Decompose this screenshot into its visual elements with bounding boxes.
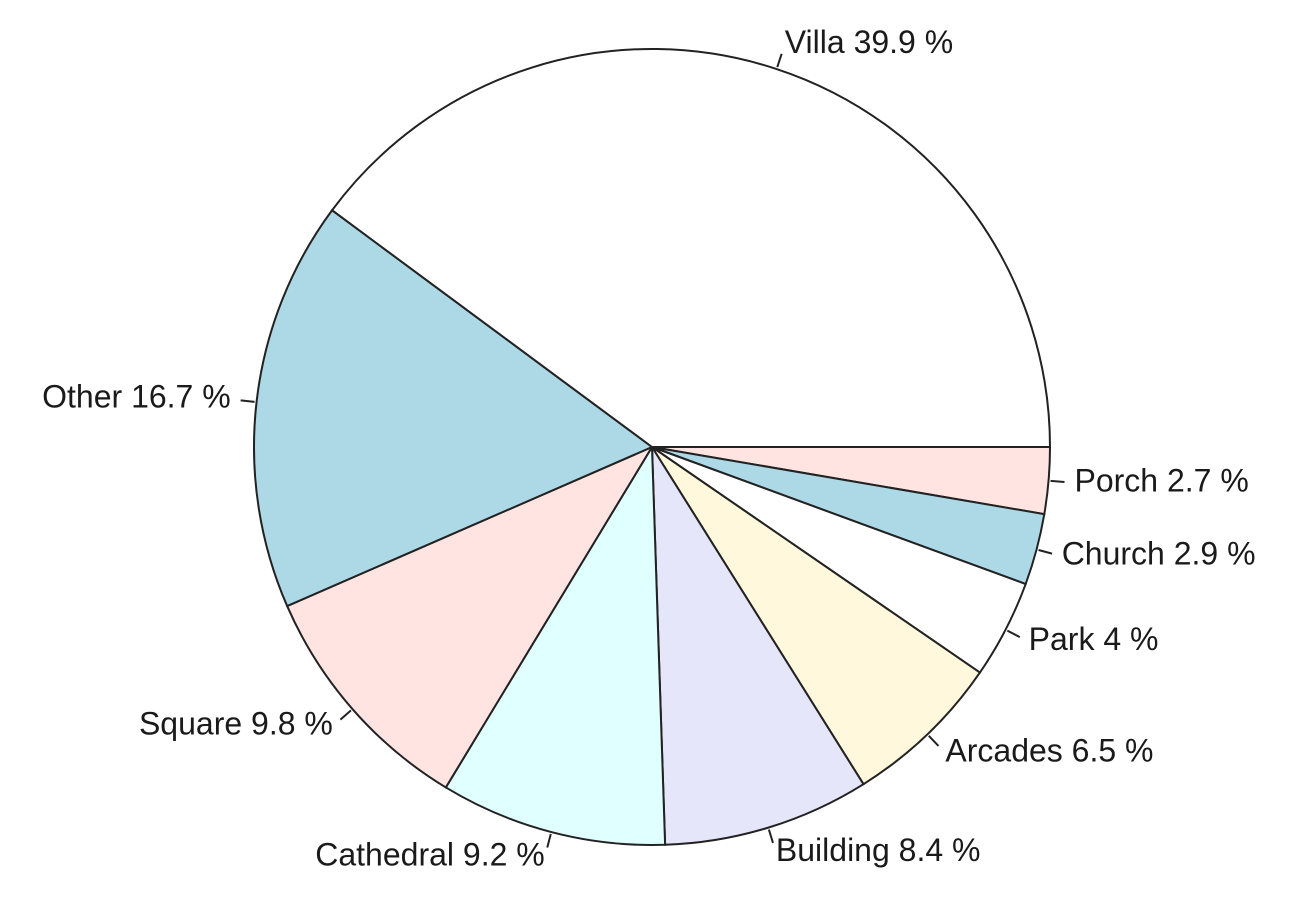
label-tick-church <box>1038 549 1053 555</box>
slice-labels: Porch 2.7 % Church 2.9 % Park 4 % Arcades 6… <box>42 24 1255 873</box>
slice-label-square: Square 9.8 % <box>139 706 333 742</box>
slice-label-building: Building 8.4 % <box>776 832 981 868</box>
pie-slice-other <box>253 208 654 608</box>
slice-label-villa: Villa 39.9 % <box>785 24 953 60</box>
slice-label-park: Park 4 % <box>1029 621 1159 657</box>
slice-label-porch: Porch 2.7 % <box>1074 462 1248 498</box>
label-tick-villa <box>776 53 783 68</box>
pie-slice-square <box>285 444 655 789</box>
label-tick-building <box>767 829 774 844</box>
pie-slices <box>253 48 1052 846</box>
pie-slice-building <box>650 443 865 846</box>
label-tick-park <box>1006 629 1021 638</box>
label-tick-porch <box>1050 479 1065 484</box>
label-tick-cathedral <box>546 833 552 848</box>
slice-label-church: Church 2.9 % <box>1062 536 1256 572</box>
label-ticks <box>240 53 1065 848</box>
pie-slice-villa <box>330 48 1052 448</box>
label-tick-arcades <box>928 735 940 747</box>
pie-slice-arcades <box>651 446 982 786</box>
pie-slice-cathedral <box>444 443 667 846</box>
label-tick-square <box>339 709 352 721</box>
label-tick-other <box>240 399 255 403</box>
slice-label-cathedral: Cathedral 9.2 % <box>315 837 544 873</box>
slice-label-arcades: Arcades 6.5 % <box>945 733 1153 769</box>
slice-label-other: Other 16.7 % <box>42 379 231 415</box>
